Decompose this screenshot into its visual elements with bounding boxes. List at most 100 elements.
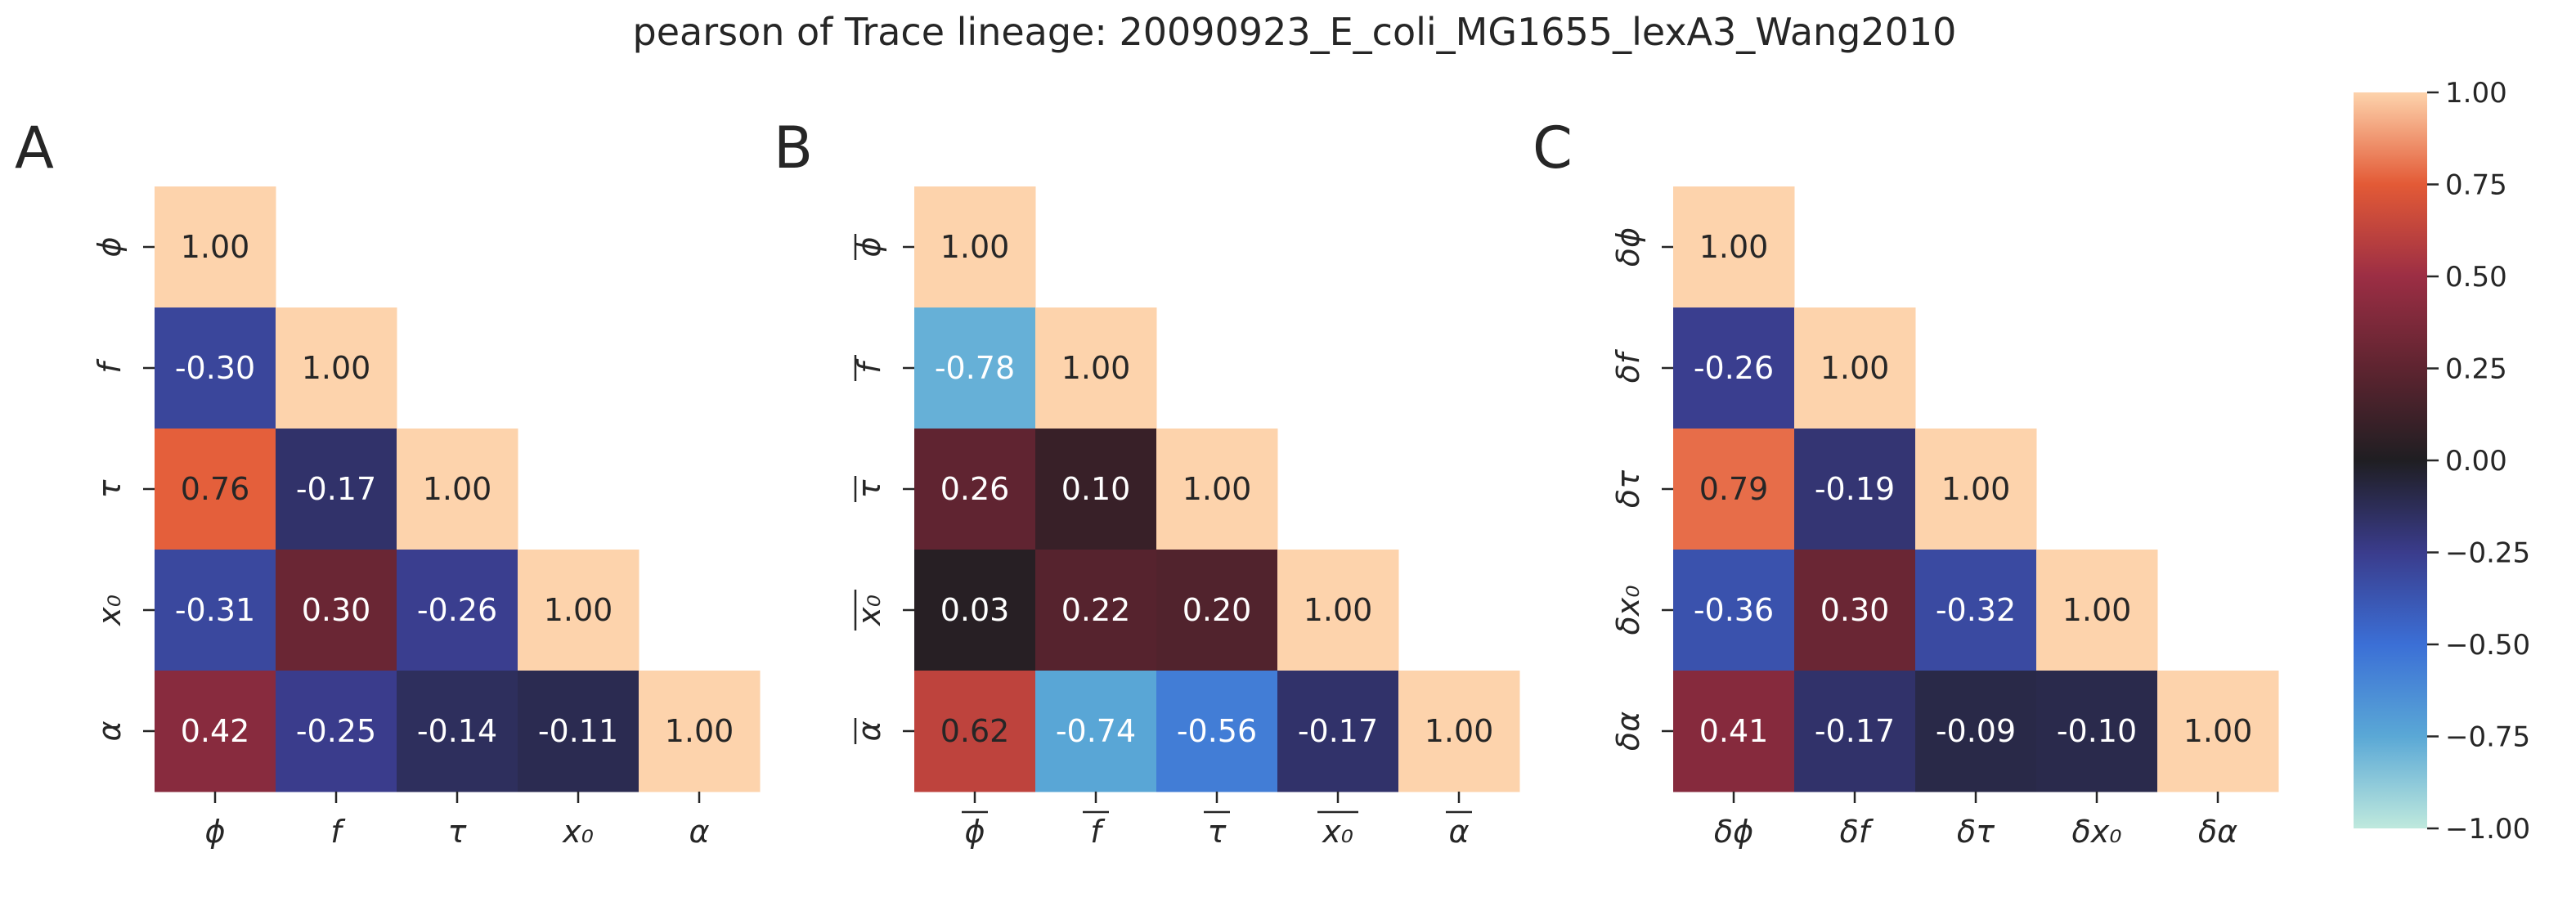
cell-value-label: -0.17 [296,471,376,507]
cell-value-label: 1.00 [940,229,1010,265]
colorbar-tick-label: 1.00 [2445,77,2507,110]
cell-value-label: -0.17 [1298,713,1378,749]
cell-value-label: -0.09 [1936,713,2016,749]
y-tick-label: δf [1610,348,1646,383]
cell-value-label: 0.10 [1061,471,1131,507]
cell-value-label: -0.56 [1177,713,1257,749]
panel-label: B [774,114,813,182]
cell-value-label: -0.17 [1815,713,1895,749]
x-tick-label: ϕ [204,814,225,850]
heatmap-cell [1156,429,1278,550]
cell-value-label: 1.00 [2183,713,2253,749]
colorbar-tick-label: 0.75 [2445,169,2507,202]
heatmap-cell [1035,429,1157,550]
cell-value-label: -0.31 [175,592,255,628]
x-tick-label: δτ [1957,814,1995,850]
heatmap-cell [1794,429,1916,550]
cell-value-label: 1.00 [423,471,492,507]
heatmap-cell [914,429,1036,550]
y-tick-label: f [92,358,128,374]
x-tick-label: α [1448,814,1469,850]
colorbar-tick-label: −0.50 [2445,629,2530,662]
heatmap-cell [1277,550,1399,671]
heatmap-cell [1794,307,1916,429]
x-tick-label: x₀ [1322,814,1353,850]
colorbar-gradient [2354,92,2427,828]
cell-value-label: 0.62 [940,713,1010,749]
heatmap-cell [276,307,397,429]
cell-value-label: -0.30 [175,350,255,386]
heatmap-cell [518,671,640,792]
x-tick-label: α [689,814,709,850]
cell-value-label: 1.00 [1061,350,1131,386]
heatmap-cell [1915,550,2037,671]
heatmap-panel-c: C 1.00 -0.26 1.00 0.79 -0.19 1.00 -0.36 0.30 -0.3… [1533,114,2279,850]
cell-value-label: -0.74 [1056,713,1136,749]
heatmap-cell [276,671,397,792]
cell-value-label: -0.36 [1694,592,1774,628]
heatmap-cell [639,671,761,792]
cell-value-label: 1.00 [2062,592,2132,628]
heatmap-cell [155,186,276,308]
cell-value-label: 0.20 [1183,592,1252,628]
heatmap-panel-a: A 1.00 -0.30 1.00 0.76 -0.17 1.00 -0.31 0.30 -0.2… [15,114,761,850]
heatmap-cell [1035,550,1157,671]
heatmap-cell [155,307,276,429]
colorbar-tick-label: 0.00 [2445,445,2507,478]
cell-value-label: 0.30 [1820,592,1890,628]
y-tick-label: α [92,720,128,741]
heatmap-cell [1673,429,1795,550]
cell-value-label: -0.19 [1815,471,1895,507]
heatmap-cell [1673,550,1795,671]
x-tick-label: δf [1840,814,1874,850]
cell-value-label: 0.22 [1061,592,1131,628]
x-tick-label: ϕ [964,814,985,850]
y-tick-label: τ [92,478,128,498]
cell-value-label: -0.10 [2057,713,2137,749]
heatmap-cell [155,550,276,671]
y-tick-label: ϕ [92,236,128,257]
heatmap-cell [518,550,640,671]
y-tick-label: ϕ [851,236,887,257]
x-tick-label: x₀ [562,814,594,850]
colorbar-tick-label: −1.00 [2445,813,2530,846]
x-tick-label: δα [2198,814,2237,850]
cell-value-label: 1.00 [1425,713,1494,749]
y-tick-label: α [851,720,887,741]
heatmap-cell [1156,550,1278,671]
panel-label: A [15,114,54,182]
x-tick-label: f [1090,814,1106,850]
panel-label: C [1533,114,1573,182]
heatmap-cell [1673,186,1795,308]
cell-value-label: 0.79 [1699,471,1769,507]
cell-value-label: 1.00 [181,229,250,265]
heatmap-cell [1156,671,1278,792]
heatmap-cell [1794,550,1916,671]
y-tick-label: δx₀ [1610,586,1646,635]
heatmap-cell [155,429,276,550]
cell-value-label: 1.00 [665,713,734,749]
y-tick-label: f [851,358,887,374]
heatmap-cell [397,671,518,792]
colorbar-tick-label: −0.25 [2445,537,2530,570]
heatmap-cell [1673,671,1795,792]
heatmap-cell [1915,429,2037,550]
heatmap-cell [914,307,1036,429]
heatmap-cell [2036,550,2158,671]
colorbar-tick-label: 0.50 [2445,261,2507,294]
cell-value-label: 1.00 [1941,471,2011,507]
x-tick-label: τ [1208,814,1227,850]
cell-value-label: 0.76 [181,471,250,507]
cell-value-label: 0.30 [302,592,371,628]
y-tick-label: δα [1610,711,1646,751]
cell-value-label: -0.14 [417,713,497,749]
heatmap-cell [1035,671,1157,792]
x-tick-label: f [330,814,346,850]
cell-value-label: -0.78 [935,350,1015,386]
cell-value-label: -0.26 [1694,350,1774,386]
cell-value-label: -0.25 [296,713,376,749]
cell-value-label: 0.41 [1699,713,1769,749]
cell-value-label: 0.03 [940,592,1010,628]
cell-value-label: 1.00 [302,350,371,386]
